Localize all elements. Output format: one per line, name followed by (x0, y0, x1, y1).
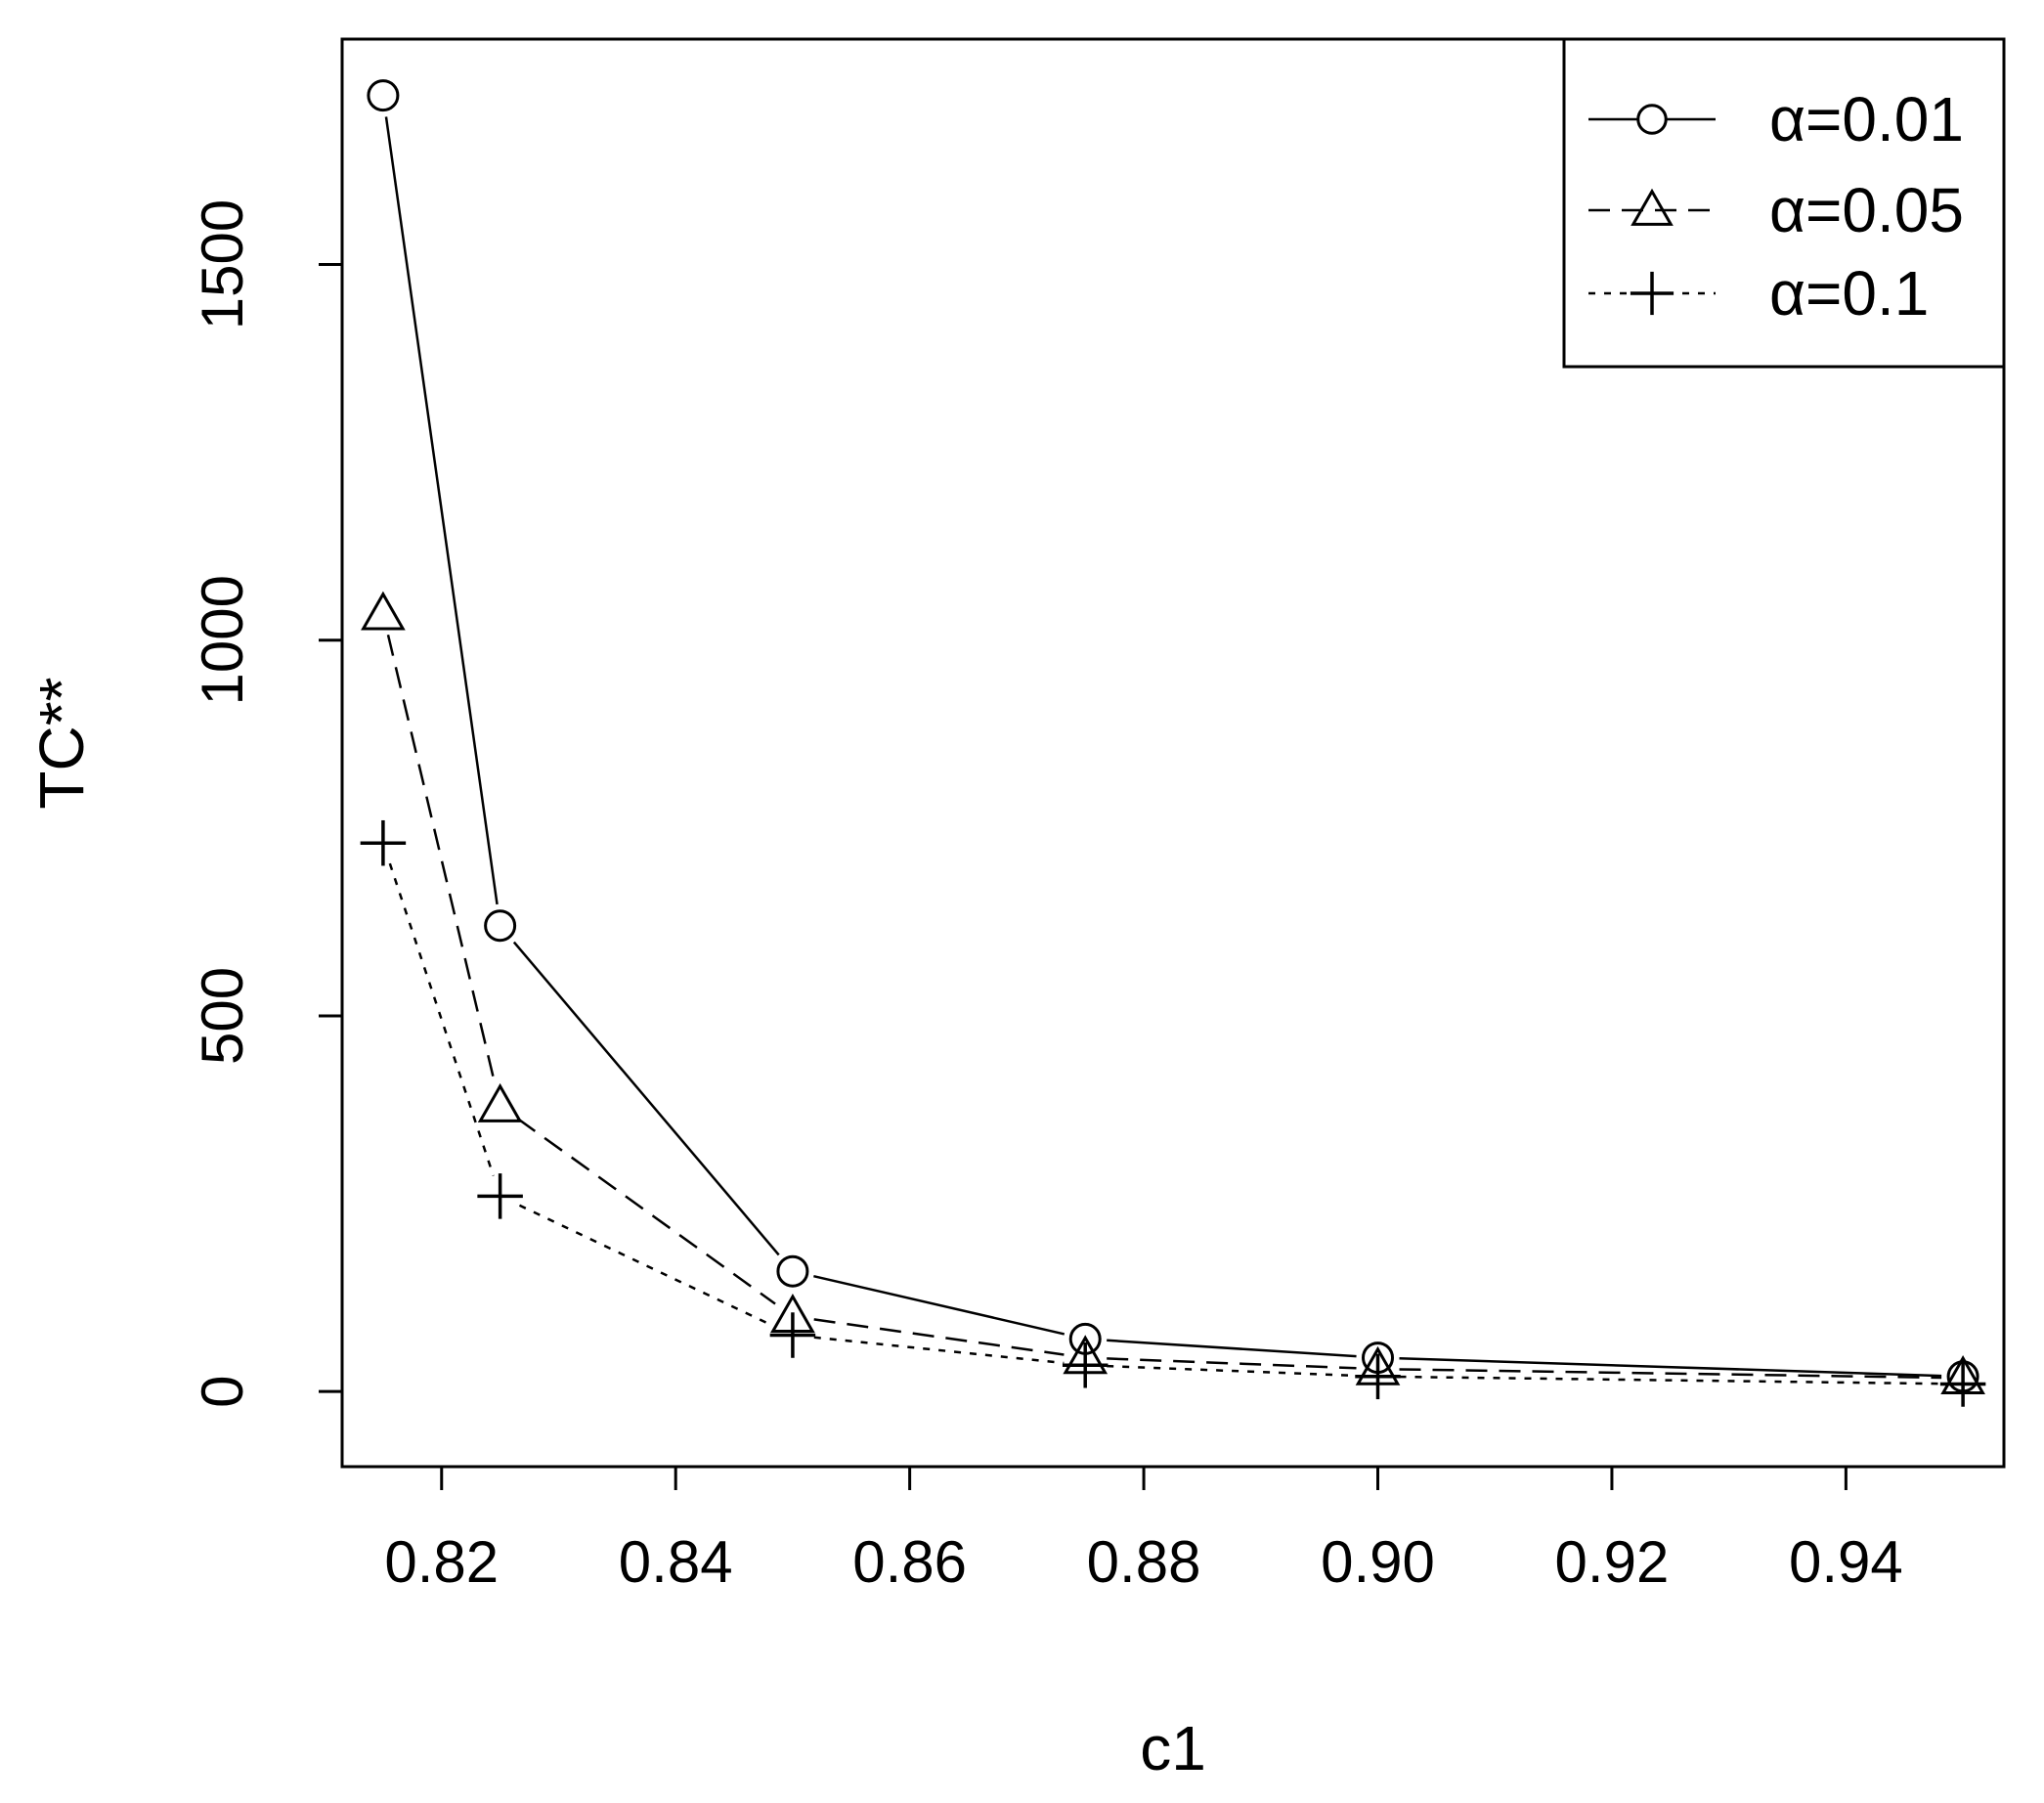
series-segment (1399, 1357, 1942, 1378)
series-segment (386, 634, 497, 1086)
data-point (1630, 271, 1674, 316)
y-tick-label: 0 (190, 1375, 255, 1407)
series-segment (813, 1274, 1065, 1336)
data-point (367, 79, 400, 112)
legend: α=0.01 α=0.05 α=0.1 (1562, 37, 2006, 369)
data-point (484, 909, 517, 943)
legend-label: α=0.05 (1769, 175, 1964, 245)
legend-item: α=0.05 (1588, 175, 1964, 245)
series-2 (361, 591, 1985, 1395)
series-segment (512, 941, 780, 1256)
legend-item: α=0.01 (1588, 84, 1964, 154)
data-point (1355, 1353, 1401, 1400)
series-segment (813, 1318, 1065, 1356)
series-segment (1399, 1375, 1942, 1385)
series-segment (1107, 1357, 1357, 1370)
x-tick-label: 0.90 (1321, 1529, 1435, 1595)
data-point (477, 1173, 523, 1219)
data-point (360, 819, 407, 866)
series-segment (518, 1204, 774, 1328)
x-tick-label: 0.92 (1555, 1529, 1670, 1595)
series-segment (1107, 1339, 1357, 1358)
series-segment (1107, 1364, 1357, 1378)
legend-label: α=0.01 (1769, 84, 1964, 154)
series-3 (360, 819, 1986, 1407)
x-tick-label: 0.94 (1789, 1529, 1903, 1595)
x-axis: 0.82 0.84 0.86 0.88 0.90 0.92 0.94 (384, 1465, 1903, 1595)
data-point (1939, 1361, 1986, 1407)
series-segment (516, 1117, 776, 1305)
series-1 (367, 79, 1979, 1393)
y-axis: 0 500 1000 1500 (190, 199, 344, 1408)
series-segment (388, 862, 495, 1176)
y-axis-title: TC** (26, 677, 97, 809)
series-segment (384, 116, 499, 905)
plot-frame (340, 37, 2006, 1469)
x-tick-label: 0.86 (852, 1529, 967, 1595)
y-tick-label: 1500 (190, 199, 255, 330)
y-tick-label: 1000 (190, 575, 255, 705)
x-tick-label: 0.82 (384, 1529, 499, 1595)
y-tick-label: 500 (190, 967, 255, 1065)
data-point (1631, 188, 1674, 226)
data-point (1636, 104, 1668, 135)
data-point (361, 591, 406, 631)
x-axis-title: c1 (1140, 1713, 1206, 1783)
x-tick-label: 0.88 (1087, 1529, 1201, 1595)
legend-box (1562, 37, 2006, 369)
legend-label: α=0.1 (1769, 258, 1929, 329)
series-segment (1399, 1368, 1942, 1380)
series-segment (813, 1336, 1065, 1365)
data-point (769, 1312, 816, 1358)
data-point (776, 1254, 809, 1288)
data-point (477, 1082, 523, 1122)
legend-item: α=0.1 (1588, 258, 1929, 329)
x-tick-label: 0.84 (619, 1529, 733, 1595)
data-point (1062, 1342, 1109, 1388)
series-layer (360, 79, 1986, 1407)
